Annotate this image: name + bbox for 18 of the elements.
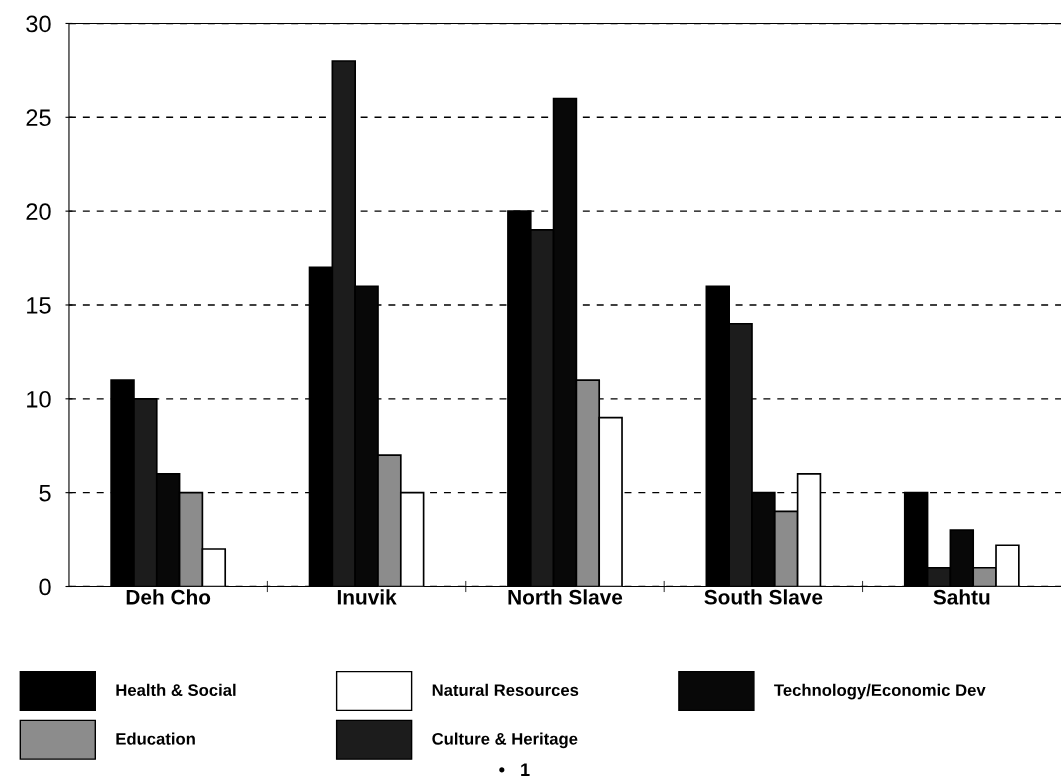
legend-label: Education <box>116 732 195 745</box>
legend-label: Technology/Economic Dev <box>774 683 986 700</box>
x-tick-label: Sahtu <box>933 589 990 605</box>
x-tick-label: Inuvik <box>337 589 397 605</box>
text: • 1 <box>499 763 530 776</box>
legend-label: Culture & Heritage <box>432 732 578 749</box>
y-tick-label: 20 <box>26 203 51 220</box>
y-tick-label: 25 <box>26 109 51 127</box>
y-tick-label: 0 <box>39 578 51 596</box>
y-tick-label: 15 <box>27 297 51 314</box>
legend-label: Health & Social <box>116 683 236 697</box>
x-tick-label: South Slave <box>704 589 823 605</box>
y-tick-label: 10 <box>27 390 51 408</box>
legend-label: Natural Resources <box>432 683 579 697</box>
y-tick-label: 5 <box>39 484 51 502</box>
y-tick-label: 30 <box>26 15 51 33</box>
x-tick-label: North Slave <box>508 589 623 605</box>
x-tick-label: Deh Cho <box>126 589 211 605</box>
